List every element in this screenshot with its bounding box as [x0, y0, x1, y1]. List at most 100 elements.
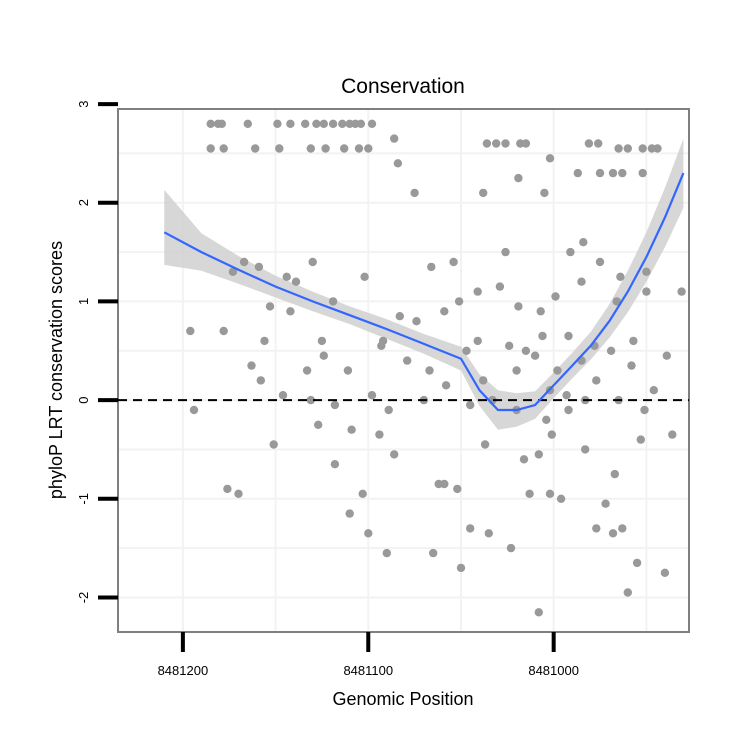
- data-point: [551, 292, 560, 301]
- data-point: [453, 484, 462, 494]
- data-point: [345, 509, 354, 518]
- data-point: [482, 139, 492, 148]
- y-tick-label: -1: [76, 493, 91, 505]
- smooth-curve: [163, 172, 685, 412]
- data-point: [306, 144, 315, 153]
- y-axis-label: phyloP LRT conservation scores: [46, 241, 66, 499]
- data-point: [592, 524, 601, 533]
- data-point: [364, 529, 373, 538]
- data-point: [291, 277, 301, 286]
- data-point: [302, 366, 312, 375]
- data-point: [440, 479, 449, 489]
- data-point: [239, 257, 249, 267]
- data-point: [454, 297, 464, 306]
- data-point: [677, 287, 686, 296]
- data-point: [512, 366, 521, 375]
- data-point: [564, 331, 573, 341]
- y-tick-label: 1: [76, 298, 91, 305]
- data-point: [206, 144, 215, 153]
- data-point: [608, 529, 618, 538]
- data-point: [286, 307, 295, 316]
- data-point: [390, 450, 399, 459]
- data-point: [540, 188, 549, 198]
- data-point: [573, 168, 582, 178]
- data-point: [612, 297, 621, 306]
- data-point: [393, 159, 403, 168]
- data-point: [616, 272, 625, 281]
- data-point: [251, 144, 260, 153]
- data-point: [530, 351, 540, 360]
- data-point: [614, 144, 623, 153]
- data-point: [521, 346, 531, 355]
- data-point: [642, 287, 651, 296]
- x-axis-label: Genomic Position: [332, 689, 473, 709]
- data-point: [269, 440, 278, 449]
- data-point: [492, 139, 501, 148]
- data-point: [610, 469, 619, 479]
- data-point: [410, 188, 419, 198]
- data-point: [356, 119, 366, 128]
- data-point: [206, 119, 215, 128]
- data-point: [219, 144, 228, 153]
- data-point: [425, 366, 434, 375]
- data-point: [217, 119, 226, 128]
- data-point: [473, 336, 482, 346]
- y-axis: -2 -1 0 1 2 3: [76, 100, 118, 603]
- data-point: [514, 173, 523, 183]
- data-point: [564, 405, 573, 415]
- data-point: [440, 307, 449, 316]
- data-point: [547, 430, 556, 439]
- data-point: [466, 524, 475, 533]
- data-point: [623, 144, 632, 153]
- data-point: [427, 262, 436, 272]
- data-point: [308, 257, 317, 267]
- data-point: [506, 543, 516, 553]
- data-point: [254, 262, 264, 272]
- data-point: [505, 341, 514, 350]
- plot-panel-border: [117, 108, 690, 633]
- data-point: [668, 430, 677, 439]
- data-point: [542, 415, 551, 424]
- data-point: [514, 302, 523, 311]
- data-points: [186, 119, 686, 617]
- data-point: [566, 247, 575, 257]
- data-point: [306, 395, 315, 405]
- data-point: [553, 366, 562, 375]
- x-tick-label: 8481100: [343, 663, 393, 678]
- data-point: [462, 346, 471, 355]
- y-tick-label: -2: [76, 592, 91, 604]
- data-point: [384, 405, 393, 415]
- data-point: [627, 361, 636, 370]
- y-tick-label: 3: [76, 100, 91, 107]
- data-point: [330, 400, 340, 410]
- data-point: [601, 499, 610, 508]
- data-point: [219, 326, 228, 336]
- data-point: [484, 529, 493, 538]
- data-point: [584, 139, 594, 148]
- data-point: [395, 312, 404, 321]
- data-point: [466, 400, 475, 410]
- data-point: [581, 445, 590, 454]
- data-point: [321, 144, 330, 153]
- data-point: [594, 139, 603, 148]
- data-point: [456, 563, 466, 573]
- data-point: [319, 351, 328, 360]
- data-point: [538, 331, 547, 341]
- data-point: [638, 144, 647, 153]
- data-point: [234, 489, 243, 498]
- data-point: [618, 524, 627, 533]
- data-point: [390, 134, 399, 143]
- data-point: [653, 144, 662, 153]
- data-point: [534, 608, 543, 617]
- chart-title: Conservation: [341, 75, 465, 98]
- data-point: [441, 381, 451, 390]
- data-point: [636, 435, 645, 444]
- data-point: [256, 376, 265, 385]
- x-axis: 8481200 8481100 8481000: [158, 632, 579, 678]
- data-point: [228, 267, 238, 276]
- data-point: [367, 119, 377, 128]
- y-tick-label: 2: [76, 199, 91, 206]
- data-point: [608, 168, 618, 178]
- data-point: [579, 238, 588, 247]
